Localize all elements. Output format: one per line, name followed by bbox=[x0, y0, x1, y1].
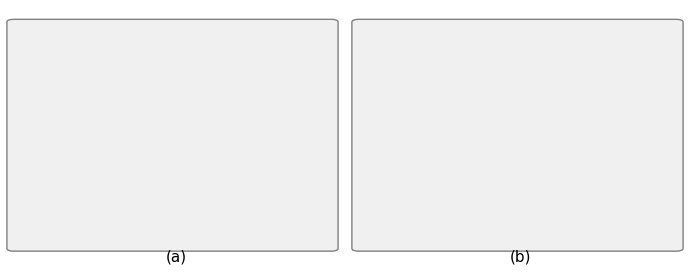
Text: (b): (b) bbox=[510, 250, 532, 265]
FancyBboxPatch shape bbox=[7, 19, 338, 251]
Text: (a): (a) bbox=[166, 250, 186, 265]
FancyBboxPatch shape bbox=[352, 19, 683, 251]
